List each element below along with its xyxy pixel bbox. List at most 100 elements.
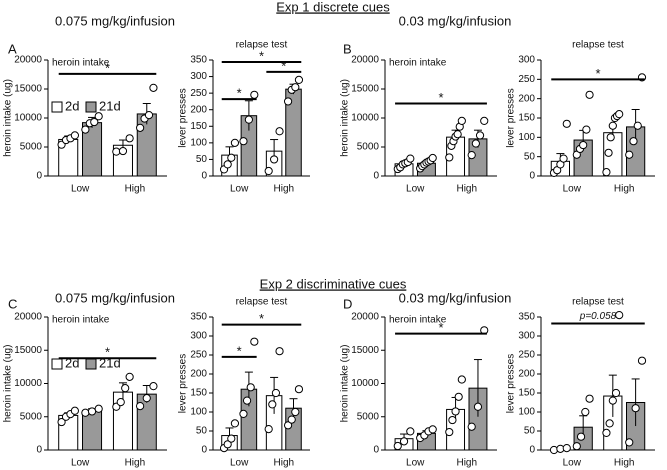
data-point	[445, 427, 454, 437]
y-tick-label: 10000	[14, 113, 42, 124]
data-point	[457, 116, 466, 126]
y-tick-label: 50	[196, 154, 208, 165]
data-point	[70, 131, 79, 140]
data-point	[473, 402, 483, 411]
data-point	[242, 396, 252, 405]
section-title: Exp 1 discrete cues	[276, 0, 390, 14]
y-tick-label: 10000	[14, 378, 42, 389]
y-tick-label: 100	[518, 407, 535, 418]
y-tick-label: 50	[524, 426, 536, 437]
data-point	[625, 438, 634, 447]
y-tick-label: 0	[36, 445, 42, 456]
data-point	[579, 140, 588, 150]
data-point	[611, 388, 621, 398]
x-tick-label: Low	[406, 458, 425, 469]
significance-label: *	[438, 90, 443, 105]
data-point	[87, 407, 97, 416]
data-point	[136, 402, 145, 411]
data-point	[629, 137, 638, 146]
data-point	[149, 382, 158, 391]
significance-label: *	[595, 66, 600, 81]
data-point	[264, 425, 273, 434]
y-tick-label: 5000	[20, 142, 43, 153]
data-point	[125, 372, 134, 381]
y-tick-label: 10000	[351, 113, 379, 124]
y-tick-label: 100	[190, 137, 207, 148]
y-tick-label: 250	[518, 74, 535, 85]
data-point	[57, 417, 66, 427]
data-point	[406, 427, 415, 436]
data-point	[230, 419, 240, 428]
significance-label: *	[281, 58, 286, 73]
panel-title: heroin intake	[52, 58, 110, 69]
y-tick-label: 15000	[351, 84, 379, 95]
y-tick-label: 300	[518, 55, 535, 66]
data-point	[585, 90, 594, 99]
data-point	[451, 407, 460, 416]
y-axis-label: lever presses	[178, 88, 189, 147]
significance-label: *	[438, 320, 443, 335]
dose-label: 0.03 mg/kg/infusion	[399, 290, 512, 305]
data-point	[223, 160, 232, 169]
data-point	[606, 133, 615, 142]
panel-letter: B	[343, 41, 352, 56]
data-point	[633, 121, 642, 130]
data-point	[602, 168, 611, 177]
panel-title: relapse test	[236, 40, 288, 51]
data-point	[406, 154, 415, 163]
y-tick-label: 200	[190, 369, 207, 380]
panel-title: relapse test	[572, 40, 624, 51]
significance-label: *	[259, 311, 264, 326]
data-point	[283, 97, 293, 106]
x-tick-label: High	[456, 184, 477, 195]
panel-letter: D	[343, 296, 352, 311]
x-tick-label: Low	[230, 458, 249, 469]
legend-label: 21d	[99, 98, 121, 113]
y-tick-label: 100	[190, 407, 207, 418]
data-point	[585, 394, 594, 403]
data-point	[608, 121, 617, 130]
y-tick-label: 150	[518, 388, 535, 399]
y-tick-label: 300	[190, 331, 207, 342]
panel-title: heroin intake	[389, 315, 447, 326]
data-point	[471, 139, 480, 148]
y-tick-label: 5000	[357, 411, 380, 422]
data-point	[94, 112, 103, 121]
data-point	[562, 119, 571, 128]
y-axis-label: heroin intake (ug)	[3, 345, 14, 423]
data-point	[268, 400, 277, 409]
data-point	[604, 148, 613, 157]
significance-label: *	[237, 86, 242, 101]
y-tick-label: 250	[190, 88, 207, 99]
y-tick-label: 100	[518, 132, 535, 143]
data-point	[116, 398, 125, 407]
y-tick-label: 15000	[14, 345, 42, 356]
x-tick-label: High	[614, 184, 635, 195]
data-point	[294, 385, 304, 394]
data-point	[393, 441, 402, 451]
data-point	[270, 155, 279, 164]
legend-swatch	[85, 358, 97, 370]
y-tick-label: 5000	[357, 142, 380, 153]
y-tick-label: 200	[518, 369, 535, 380]
legend-swatch	[51, 358, 63, 370]
y-tick-label: 250	[190, 350, 207, 361]
data-point	[615, 110, 624, 119]
y-tick-label: 350	[518, 312, 535, 323]
data-point	[572, 442, 581, 451]
data-point	[559, 154, 568, 163]
y-tick-label: 250	[518, 350, 535, 361]
data-point	[291, 83, 300, 92]
x-tick-label: Low	[563, 184, 582, 195]
x-tick-label: High	[125, 458, 146, 469]
data-point	[264, 166, 273, 176]
data-point	[275, 127, 284, 136]
data-point	[118, 146, 128, 156]
significance-label: *	[259, 48, 264, 63]
x-tick-label: Low	[230, 184, 249, 195]
legend-swatch	[85, 101, 97, 113]
y-tick-label: 150	[190, 121, 207, 132]
data-point	[428, 425, 437, 434]
y-tick-label: 150	[518, 113, 535, 124]
y-tick-label: 0	[373, 171, 379, 182]
